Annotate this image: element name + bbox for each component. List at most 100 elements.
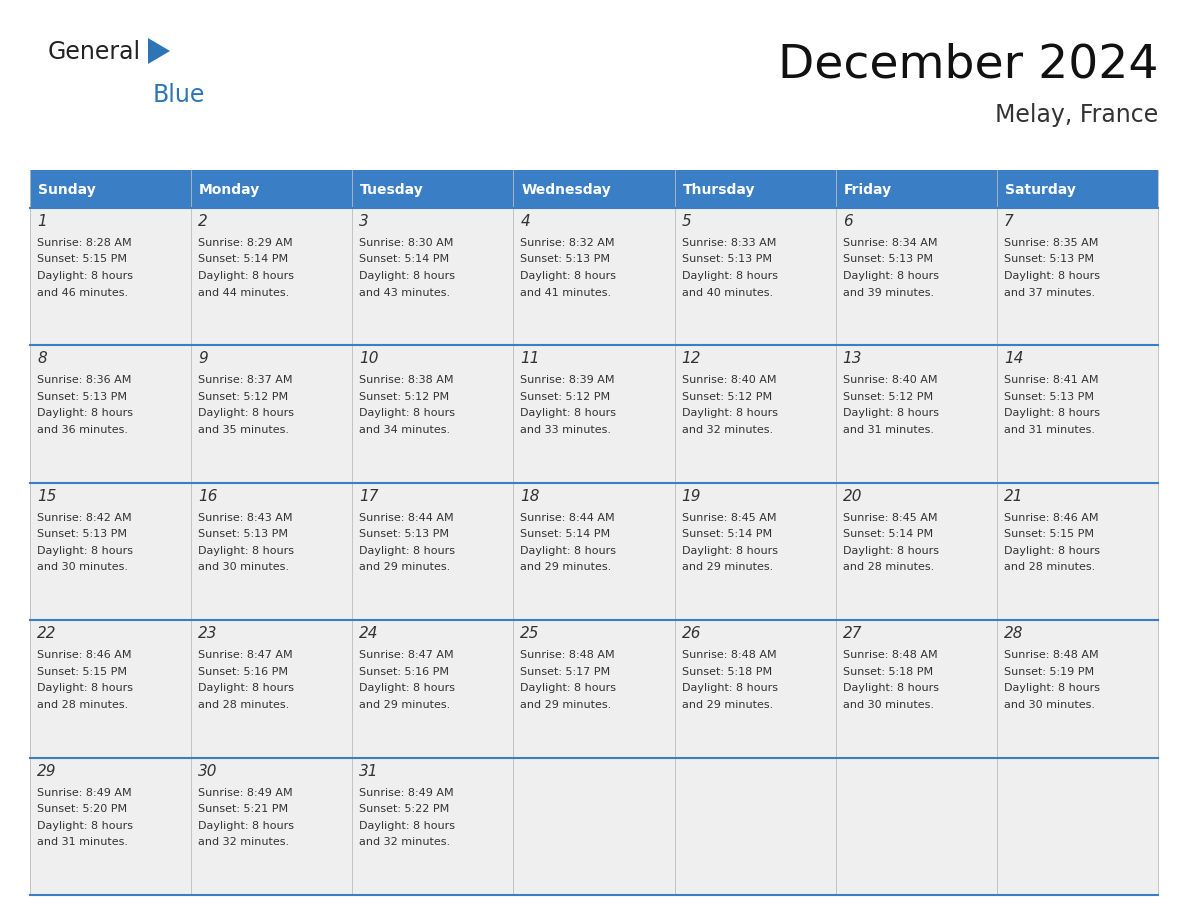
Text: Sunrise: 8:36 AM: Sunrise: 8:36 AM bbox=[37, 375, 132, 386]
Bar bbox=[353, 345, 513, 483]
Text: Sunset: 5:13 PM: Sunset: 5:13 PM bbox=[520, 254, 611, 264]
Text: 26: 26 bbox=[682, 626, 701, 641]
Text: Sunset: 5:16 PM: Sunset: 5:16 PM bbox=[198, 666, 289, 677]
Text: and 29 minutes.: and 29 minutes. bbox=[520, 563, 612, 572]
Text: Sunset: 5:16 PM: Sunset: 5:16 PM bbox=[359, 666, 449, 677]
Text: 21: 21 bbox=[1004, 488, 1023, 504]
Bar bbox=[997, 170, 1158, 208]
Text: 8: 8 bbox=[37, 352, 46, 366]
Text: 3: 3 bbox=[359, 214, 369, 229]
Text: Sunset: 5:21 PM: Sunset: 5:21 PM bbox=[198, 804, 289, 814]
Bar bbox=[513, 345, 675, 483]
Text: Sunrise: 8:49 AM: Sunrise: 8:49 AM bbox=[37, 788, 132, 798]
Bar bbox=[353, 621, 513, 757]
Bar bbox=[191, 208, 353, 345]
Text: and 28 minutes.: and 28 minutes. bbox=[1004, 563, 1095, 572]
Text: Daylight: 8 hours: Daylight: 8 hours bbox=[359, 409, 455, 419]
Text: Sunrise: 8:39 AM: Sunrise: 8:39 AM bbox=[520, 375, 615, 386]
Text: Sunset: 5:14 PM: Sunset: 5:14 PM bbox=[842, 530, 933, 539]
Text: Daylight: 8 hours: Daylight: 8 hours bbox=[520, 546, 617, 555]
Text: 30: 30 bbox=[198, 764, 217, 778]
Text: Daylight: 8 hours: Daylight: 8 hours bbox=[520, 271, 617, 281]
Text: Daylight: 8 hours: Daylight: 8 hours bbox=[37, 409, 133, 419]
Text: 9: 9 bbox=[198, 352, 208, 366]
Text: Sunrise: 8:34 AM: Sunrise: 8:34 AM bbox=[842, 238, 937, 248]
Text: and 29 minutes.: and 29 minutes. bbox=[682, 700, 773, 710]
Text: Sunset: 5:13 PM: Sunset: 5:13 PM bbox=[37, 392, 127, 402]
Bar bbox=[675, 483, 835, 621]
Bar bbox=[30, 345, 191, 483]
Text: Sunrise: 8:49 AM: Sunrise: 8:49 AM bbox=[198, 788, 292, 798]
Text: Daylight: 8 hours: Daylight: 8 hours bbox=[682, 546, 778, 555]
Text: Daylight: 8 hours: Daylight: 8 hours bbox=[198, 821, 295, 831]
Text: Daylight: 8 hours: Daylight: 8 hours bbox=[37, 683, 133, 693]
Bar bbox=[997, 621, 1158, 757]
Text: Sunset: 5:18 PM: Sunset: 5:18 PM bbox=[682, 666, 772, 677]
Text: Daylight: 8 hours: Daylight: 8 hours bbox=[682, 683, 778, 693]
Bar bbox=[30, 621, 191, 757]
Text: Sunset: 5:13 PM: Sunset: 5:13 PM bbox=[1004, 254, 1094, 264]
Text: and 29 minutes.: and 29 minutes. bbox=[520, 700, 612, 710]
Text: Daylight: 8 hours: Daylight: 8 hours bbox=[842, 271, 939, 281]
Text: 14: 14 bbox=[1004, 352, 1023, 366]
Text: Blue: Blue bbox=[153, 83, 206, 107]
Text: and 43 minutes.: and 43 minutes. bbox=[359, 287, 450, 297]
Bar bbox=[353, 170, 513, 208]
Text: Daylight: 8 hours: Daylight: 8 hours bbox=[359, 546, 455, 555]
Text: Daylight: 8 hours: Daylight: 8 hours bbox=[1004, 271, 1100, 281]
Bar bbox=[835, 621, 997, 757]
Text: and 28 minutes.: and 28 minutes. bbox=[37, 700, 128, 710]
Text: 23: 23 bbox=[198, 626, 217, 641]
Text: Sunrise: 8:47 AM: Sunrise: 8:47 AM bbox=[359, 650, 454, 660]
Text: and 41 minutes.: and 41 minutes. bbox=[520, 287, 612, 297]
Text: Sunset: 5:14 PM: Sunset: 5:14 PM bbox=[198, 254, 289, 264]
Text: Sunrise: 8:28 AM: Sunrise: 8:28 AM bbox=[37, 238, 132, 248]
Text: and 29 minutes.: and 29 minutes. bbox=[359, 700, 450, 710]
Text: December 2024: December 2024 bbox=[777, 42, 1158, 87]
Text: 20: 20 bbox=[842, 488, 862, 504]
Bar bbox=[513, 757, 675, 895]
Text: 13: 13 bbox=[842, 352, 862, 366]
Text: Sunrise: 8:37 AM: Sunrise: 8:37 AM bbox=[198, 375, 292, 386]
Text: and 31 minutes.: and 31 minutes. bbox=[37, 837, 128, 847]
Text: Sunset: 5:14 PM: Sunset: 5:14 PM bbox=[359, 254, 449, 264]
Text: Sunrise: 8:42 AM: Sunrise: 8:42 AM bbox=[37, 513, 132, 522]
Bar bbox=[675, 621, 835, 757]
Text: Monday: Monday bbox=[200, 183, 260, 196]
Text: Sunset: 5:12 PM: Sunset: 5:12 PM bbox=[520, 392, 611, 402]
Bar bbox=[353, 208, 513, 345]
Text: Sunset: 5:13 PM: Sunset: 5:13 PM bbox=[198, 530, 289, 539]
Text: Sunset: 5:15 PM: Sunset: 5:15 PM bbox=[37, 666, 127, 677]
Text: Daylight: 8 hours: Daylight: 8 hours bbox=[520, 409, 617, 419]
Text: and 44 minutes.: and 44 minutes. bbox=[198, 287, 290, 297]
Text: Sunrise: 8:48 AM: Sunrise: 8:48 AM bbox=[1004, 650, 1099, 660]
Text: Sunset: 5:12 PM: Sunset: 5:12 PM bbox=[682, 392, 772, 402]
Text: Saturday: Saturday bbox=[1005, 183, 1075, 196]
Text: and 28 minutes.: and 28 minutes. bbox=[198, 700, 290, 710]
Text: 15: 15 bbox=[37, 488, 57, 504]
Text: and 37 minutes.: and 37 minutes. bbox=[1004, 287, 1095, 297]
Bar bbox=[997, 345, 1158, 483]
Text: Sunset: 5:18 PM: Sunset: 5:18 PM bbox=[842, 666, 933, 677]
Text: Sunset: 5:17 PM: Sunset: 5:17 PM bbox=[520, 666, 611, 677]
Text: Sunset: 5:14 PM: Sunset: 5:14 PM bbox=[682, 530, 772, 539]
Text: Sunrise: 8:44 AM: Sunrise: 8:44 AM bbox=[359, 513, 454, 522]
Text: 29: 29 bbox=[37, 764, 57, 778]
Bar bbox=[30, 483, 191, 621]
Bar bbox=[675, 345, 835, 483]
Text: and 30 minutes.: and 30 minutes. bbox=[37, 563, 128, 572]
Text: Sunset: 5:13 PM: Sunset: 5:13 PM bbox=[1004, 392, 1094, 402]
Bar bbox=[513, 483, 675, 621]
Text: Daylight: 8 hours: Daylight: 8 hours bbox=[37, 271, 133, 281]
Text: Daylight: 8 hours: Daylight: 8 hours bbox=[198, 546, 295, 555]
Text: Daylight: 8 hours: Daylight: 8 hours bbox=[198, 409, 295, 419]
Text: 10: 10 bbox=[359, 352, 379, 366]
Text: 28: 28 bbox=[1004, 626, 1023, 641]
Text: Sunrise: 8:49 AM: Sunrise: 8:49 AM bbox=[359, 788, 454, 798]
Text: Sunrise: 8:40 AM: Sunrise: 8:40 AM bbox=[842, 375, 937, 386]
Bar bbox=[835, 208, 997, 345]
Text: Daylight: 8 hours: Daylight: 8 hours bbox=[842, 409, 939, 419]
Text: Daylight: 8 hours: Daylight: 8 hours bbox=[1004, 546, 1100, 555]
Text: Sunrise: 8:43 AM: Sunrise: 8:43 AM bbox=[198, 513, 292, 522]
Text: 2: 2 bbox=[198, 214, 208, 229]
